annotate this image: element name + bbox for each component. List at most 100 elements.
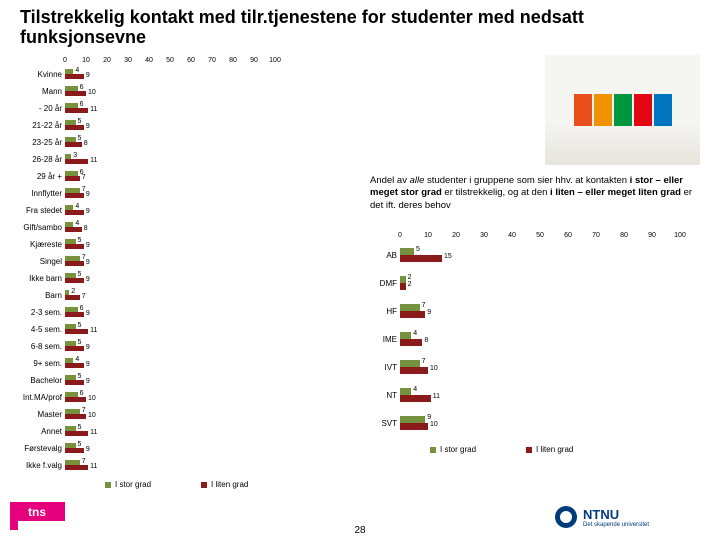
bar-row: - 20 år611: [20, 100, 340, 117]
bar-label: DMF: [370, 279, 400, 288]
bar-value-stor: 5: [78, 118, 82, 125]
legend-stor: I stor grad: [105, 480, 151, 489]
bar-value-stor: 7: [82, 458, 86, 465]
bar-row: 2-3 sem. 69: [20, 304, 340, 321]
bar-row: NT411: [370, 381, 710, 409]
chart-main: 0102030405060708090100Kvinne49Mann610- 2…: [20, 55, 340, 475]
bar-row: SVT910: [370, 409, 710, 437]
bar-label: Kjæreste: [20, 240, 65, 249]
bar-liten: [400, 423, 428, 430]
bar-label: 23-25 år: [20, 138, 65, 147]
bar-value-stor: 5: [78, 424, 82, 431]
ntnu-name: NTNU: [583, 507, 649, 522]
bar-label: Ikke barn: [20, 274, 65, 283]
bar-value-liten: 8: [84, 140, 88, 147]
bar-row: DMF22: [370, 269, 710, 297]
bar-value-liten: 11: [90, 106, 97, 113]
bar-value-liten: 9: [86, 361, 90, 368]
legend-label-stor: I stor grad: [115, 480, 151, 489]
bar-row: Kjæreste59: [20, 236, 340, 253]
bar-value-liten: 9: [86, 123, 90, 130]
bar-liten: [65, 397, 86, 402]
bar-label: Barn: [20, 291, 65, 300]
bar-label: - 20 år: [20, 104, 65, 113]
bar-row: Ikke barn59: [20, 270, 340, 287]
bar-value-liten: 11: [90, 429, 97, 436]
legend-swatch-stor: [105, 482, 111, 488]
bar-label: Annet: [20, 427, 65, 436]
bar-value-stor: 5: [78, 237, 82, 244]
bar-label: 2-3 sem.: [20, 308, 65, 317]
page-number: 28: [354, 525, 365, 536]
bar-row: IVT710: [370, 353, 710, 381]
bar-liten: [65, 159, 88, 164]
bar-label: IME: [370, 335, 400, 344]
bar-stor: [400, 416, 425, 423]
bar-label: 9+ sem.: [20, 359, 65, 368]
bar-liten: [65, 312, 84, 317]
bar-value-liten: 9: [86, 446, 90, 453]
bar-label: Gift/sambo: [20, 223, 65, 232]
bar-value-stor: 7: [82, 407, 86, 414]
ntnu-emblem: [555, 506, 577, 528]
bar-liten: [400, 311, 425, 318]
bar-row: 6-8 sem.59: [20, 338, 340, 355]
bar-label: NT: [370, 391, 400, 400]
bar-label: Bachelor: [20, 376, 65, 385]
logo-ntnu: NTNU Det skapende universitet: [555, 504, 705, 530]
bar-label: 21-22 år: [20, 121, 65, 130]
description-text: Andel av alle studenter i gruppene som s…: [370, 175, 700, 212]
bar-row: HF79: [370, 297, 710, 325]
bar-label: Int.MA/prof: [20, 393, 65, 402]
bar-value-liten: 10: [88, 412, 96, 419]
bar-value-liten: 7: [82, 293, 86, 300]
legend-label-liten: I liten grad: [211, 480, 248, 489]
bar-value-liten: 7: [82, 174, 86, 181]
bar-value-liten: 8: [424, 337, 428, 344]
bar-liten: [65, 295, 80, 300]
bar-liten: [400, 339, 422, 346]
bar-value-stor: 7: [422, 302, 426, 309]
bar-liten: [65, 108, 88, 113]
bar-value-stor: 4: [413, 386, 417, 393]
bar-value-liten: 9: [86, 259, 90, 266]
bar-label: Innflytter: [20, 189, 65, 198]
bar-value-stor: 4: [75, 220, 79, 227]
bar-liten: [65, 176, 80, 181]
bar-liten: [400, 395, 431, 402]
bar-row: Int.MA/prof610: [20, 389, 340, 406]
bar-liten: [65, 261, 84, 266]
bar-liten: [65, 244, 84, 249]
bar-stor: [400, 360, 420, 367]
bar-liten: [65, 329, 88, 334]
ntnu-sub: Det skapende universitet: [583, 522, 649, 528]
txt-mid2: er tilstrekkelig, og at den: [442, 187, 550, 198]
bar-stor: [400, 248, 414, 255]
bar-value-liten: 10: [88, 89, 96, 96]
bar-value-liten: 9: [86, 191, 90, 198]
bar-value-stor: 4: [75, 67, 79, 74]
bar-liten: [65, 346, 84, 351]
bar-liten: [65, 91, 86, 96]
bar-value-liten: 9: [86, 378, 90, 385]
bar-liten: [65, 380, 84, 385]
page-title: Tilstrekkelig kontakt med tilr.tjenesten…: [0, 0, 720, 50]
bar-value-stor: 7: [422, 358, 426, 365]
bar-row: Barn 27: [20, 287, 340, 304]
bar-value-liten: 11: [90, 463, 97, 470]
bar-liten: [400, 283, 406, 290]
txt-mid1: studenter i gruppene som sier hhv. at ko…: [424, 175, 629, 186]
bar-value-liten: 10: [430, 421, 438, 428]
bar-label: Førstevalg: [20, 444, 65, 453]
bar-value-stor: 6: [80, 390, 84, 397]
bar-row: Annet 5 11: [20, 423, 340, 440]
legend-swatch-liten: [201, 482, 207, 488]
bar-liten: [65, 193, 84, 198]
bar-value-stor: 2: [71, 288, 75, 295]
bar-label: Mann: [20, 87, 65, 96]
bar-liten: [65, 465, 88, 470]
bar-row: 21-22 år 59: [20, 117, 340, 134]
bar-value-stor: 6: [80, 305, 84, 312]
bar-value-liten: 9: [86, 310, 90, 317]
bar-label: Ikke f.valg: [20, 461, 65, 470]
